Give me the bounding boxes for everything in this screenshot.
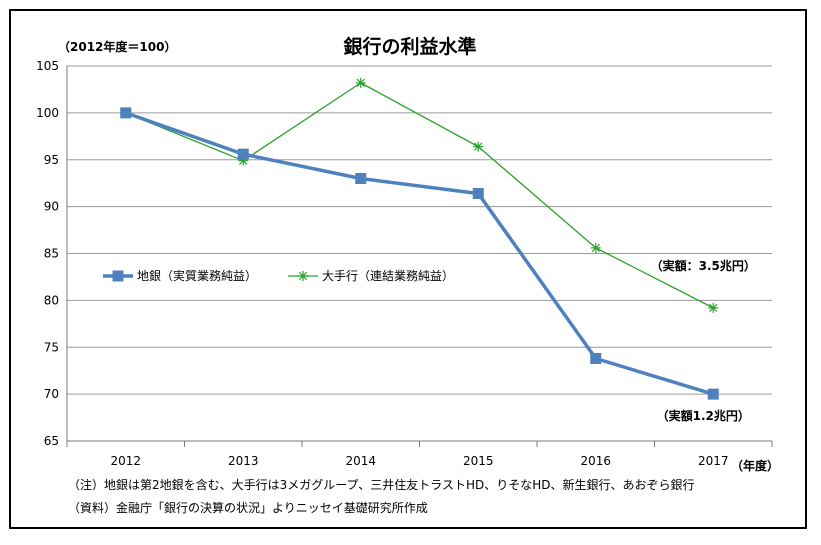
x-tick-label: 2015: [463, 454, 494, 468]
data-point-s1: [707, 388, 719, 400]
x-tick-label: 2012: [110, 454, 141, 468]
data-point-s1: [590, 353, 602, 364]
marker-stroke: [474, 142, 483, 151]
data-point-s2: [590, 242, 601, 253]
marker-stroke: [591, 243, 600, 253]
y-tick-label: 75: [44, 340, 59, 354]
legend-label-1: 地銀（実質業務純益）: [137, 268, 257, 283]
data-point-s2: [473, 141, 484, 152]
y-tick-label: 80: [44, 293, 59, 307]
series-line-1: [125, 111, 714, 396]
x-unit-label: （年度）: [731, 458, 779, 473]
y-tick-label: 105: [36, 59, 59, 73]
chart-title: 銀行の利益水準: [343, 35, 476, 58]
data-point-s1: [237, 148, 249, 160]
marker-stroke: [356, 78, 365, 88]
data-point-s2: [355, 77, 366, 88]
annotation-2: （実額1.2兆円）: [657, 408, 750, 423]
x-tick-label: 2016: [580, 454, 611, 468]
legend-label-2: 大手行（連結業務純益）: [322, 269, 454, 283]
x-tick-label: 2017: [698, 454, 729, 468]
y-tick-label: 65: [44, 434, 59, 448]
x-tick-label: 2013: [228, 454, 259, 468]
y-tick-label: 95: [44, 153, 59, 167]
y-tick-label: 100: [36, 106, 59, 120]
data-point-s2: [708, 302, 719, 313]
y-tick-label: 90: [44, 200, 59, 214]
annotation-1: （実額：3.5兆円）: [651, 258, 756, 273]
legend-marker-2: [298, 271, 308, 281]
marker-stroke: [298, 271, 308, 281]
legend-marker-1: [112, 270, 124, 282]
chart-frame: [9, 9, 807, 529]
data-point-s1: [472, 188, 484, 199]
footnote-note: （注）地銀は第2地銀を含む、大手行は3メガグループ、三井住友トラストHD、りそな…: [68, 478, 695, 492]
series-line-2: [125, 82, 714, 309]
footnote-source: （資料）金融庁「銀行の決算の状況」よりニッセイ基礎研究所作成: [68, 501, 428, 515]
y-unit-label: （2012年度＝100）: [58, 39, 176, 54]
x-tick-label: 2014: [345, 454, 376, 468]
y-tick-label: 85: [44, 247, 59, 261]
data-point-s1: [355, 173, 367, 184]
y-tick-label: 70: [44, 387, 59, 401]
marker-stroke: [709, 303, 718, 313]
data-point-s1: [120, 107, 132, 119]
